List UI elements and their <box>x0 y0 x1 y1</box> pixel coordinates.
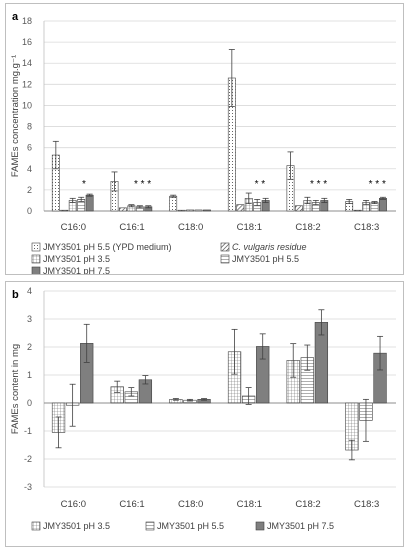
x-tick-label: C18:2 <box>295 499 320 510</box>
x-tick-label: C16:0 <box>61 222 86 233</box>
legend-label: JMY3501 pH 5.5 (YPD medium) <box>43 242 172 252</box>
y-tick-label: -3 <box>24 482 32 492</box>
y-axis-title: FAMEs concentration mg.g⁻¹ <box>10 55 21 177</box>
y-tick-label: 6 <box>27 143 32 153</box>
y-axis-title: FAMEs content in mg <box>10 344 21 434</box>
bar-a-s4-C18-3 <box>379 198 387 212</box>
y-tick-label: 18 <box>22 16 32 26</box>
significance-marker: * <box>82 179 86 190</box>
legend-swatch <box>145 521 155 531</box>
bar-a-s4-C18-0 <box>203 209 211 212</box>
bar-a-s4-C16-0 <box>85 194 94 212</box>
legend-label: JMY3501 pH 3.5 <box>43 254 110 264</box>
bar-a-s1-C16-1 <box>119 207 127 212</box>
x-tick-label: C18:3 <box>354 222 379 233</box>
y-tick-label: 4 <box>27 164 32 174</box>
significance-marker: * * * <box>310 179 327 190</box>
bar-a-s1-C18-1 <box>236 204 245 212</box>
y-tick-label: -1 <box>24 426 32 436</box>
legend-swatch <box>31 521 41 531</box>
legend-label: JMY3501 pH 3.5 <box>43 521 110 531</box>
chart-panel-b: -3 -2 -1 0 1 2 3 4 FAMEs content in mg b C16:0 C16:… <box>5 281 404 547</box>
y-tick-label: 16 <box>22 37 32 47</box>
bar-a-s1-C16-0 <box>60 209 69 212</box>
x-tick-label: C18:2 <box>295 222 320 233</box>
bar-a-s0-C18-0 <box>169 195 178 212</box>
y-tick-label: 14 <box>22 58 32 68</box>
y-tick-label: 1 <box>27 370 32 380</box>
panel-label: a <box>12 11 19 23</box>
y-tick-label: 2 <box>27 342 32 352</box>
bar-a-s1-C18-0 <box>177 209 186 212</box>
y-tick-label: 2 <box>27 185 32 195</box>
significance-marker: * * * <box>134 179 151 190</box>
significance-marker: * * <box>255 179 266 190</box>
x-tick-label: C18:1 <box>237 499 262 510</box>
legend-swatch <box>220 254 230 264</box>
panel-label: b <box>12 289 19 301</box>
x-tick-label: C16:1 <box>119 222 144 233</box>
chart-panel-a: 0 2 4 6 8 10 12 14 16 18 FAMEs concentration mg.g⁻… <box>5 3 404 275</box>
x-tick-label: C18:1 <box>237 222 262 233</box>
x-tick-label: C16:1 <box>119 499 144 510</box>
legend-label: JMY3501 pH 7.5 <box>267 521 334 531</box>
legend-swatch <box>31 242 41 252</box>
bar-a-s1-C18-3 <box>353 209 362 212</box>
bar-a-s3-C18-0 <box>194 209 203 212</box>
y-tick-label: 3 <box>27 314 32 324</box>
fames-content-chart: -3 -2 -1 0 1 2 3 4 FAMEs content in mg b C16:0 C16:… <box>10 286 396 531</box>
legend-label: JMY3501 pH 5.5 <box>157 521 224 531</box>
x-tick-label: C16:0 <box>61 499 86 510</box>
y-tick-label: 0 <box>27 398 32 408</box>
y-tick-label: 10 <box>22 100 32 110</box>
fames-concentration-chart: 0 2 4 6 8 10 12 14 16 18 FAMEs concentration mg.g⁻… <box>10 11 396 274</box>
legend-label: JMY3501 pH 7.5 <box>43 266 110 274</box>
legend-swatch <box>31 254 41 264</box>
bar-a-s1-C18-2 <box>295 205 303 212</box>
legend-swatch <box>220 242 230 252</box>
y-tick-label: 4 <box>27 286 32 296</box>
y-tick-label: -2 <box>24 454 32 464</box>
x-tick-label: C18:3 <box>354 499 379 510</box>
y-tick-label: 0 <box>27 206 32 216</box>
x-tick-label: C18:0 <box>178 222 203 233</box>
x-tick-label: C18:0 <box>178 499 203 510</box>
legend-swatch <box>31 266 41 274</box>
y-tick-label: 8 <box>27 122 32 132</box>
bar-a-s2-C18-0 <box>186 209 194 212</box>
y-tick-label: 12 <box>22 79 32 89</box>
significance-marker: * * * <box>369 179 386 190</box>
legend-swatch <box>255 521 265 531</box>
legend-label: JMY3501 pH 5.5 <box>232 254 299 264</box>
legend-label: C. vulgaris residue <box>232 242 307 252</box>
